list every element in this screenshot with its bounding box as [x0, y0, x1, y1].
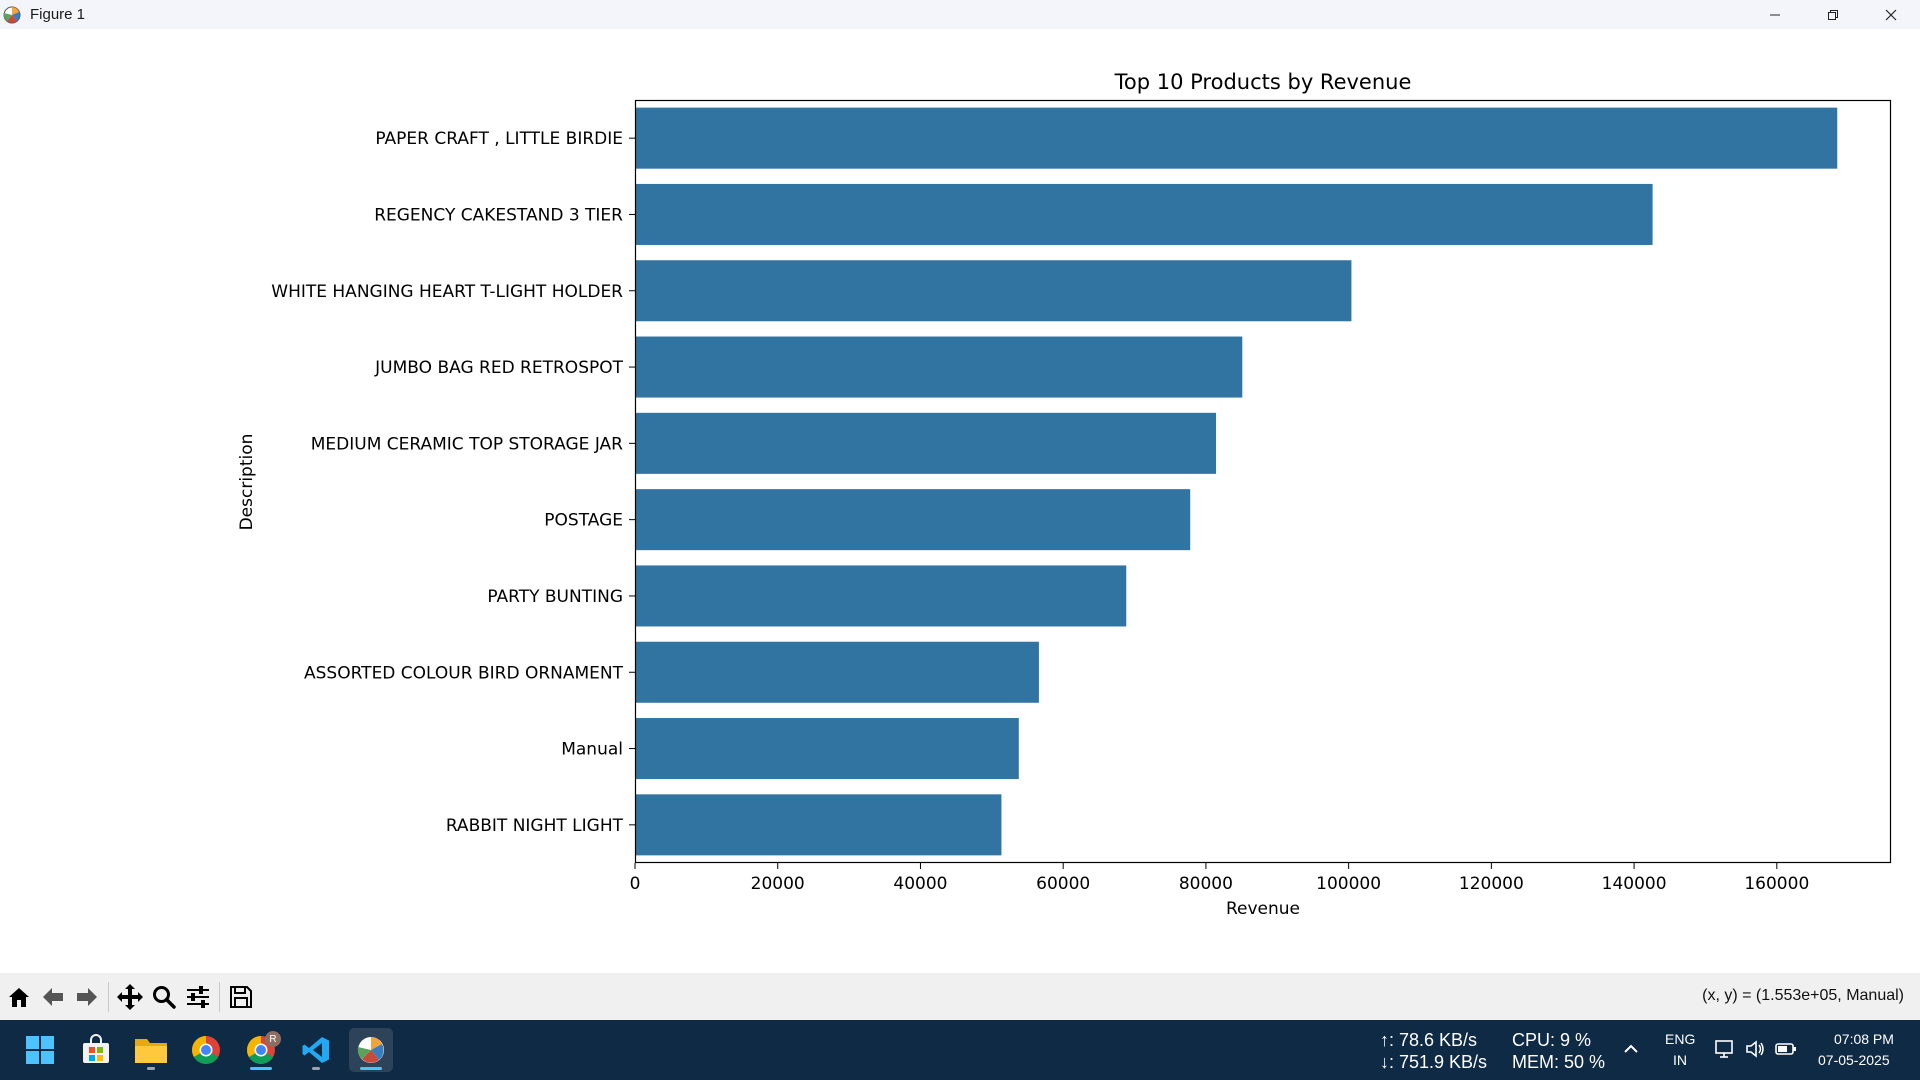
- y-tick-label: WHITE HANGING HEART T-LIGHT HOLDER: [271, 282, 623, 302]
- bar-jumbo-bag-red-retrospot: [635, 336, 1243, 398]
- axes-frame: [634, 99, 1892, 864]
- x-tick-label: 60000: [1036, 874, 1090, 894]
- arrow-left-icon: [43, 987, 63, 1006]
- x-tick-label: 80000: [1179, 874, 1233, 894]
- y-tick-label: PAPER CRAFT , LITTLE BIRDIE: [375, 129, 623, 149]
- back-button[interactable]: [36, 980, 70, 1014]
- sliders-icon: [187, 985, 209, 1008]
- y-tick-label: Manual: [561, 740, 623, 760]
- input-region: IN: [1673, 1052, 1687, 1068]
- battery-status[interactable]: [1774, 1038, 1798, 1064]
- running-indicator: [250, 1067, 272, 1070]
- taskbar-store[interactable]: [74, 1028, 118, 1072]
- x-axis-label: Revenue: [1226, 899, 1300, 919]
- speaker-icon: [1746, 1040, 1764, 1058]
- home-icon: [9, 987, 29, 1007]
- y-tick-label: POSTAGE: [544, 511, 623, 531]
- restore-icon: [1828, 9, 1838, 20]
- close-button[interactable]: [1862, 0, 1920, 29]
- x-tick-label: 40000: [893, 874, 947, 894]
- x-tick-label: 160000: [1744, 874, 1809, 894]
- network-upload-speed: ↑: 78.6 KB/s: [1380, 1030, 1478, 1050]
- x-tick-label: 0: [630, 874, 641, 894]
- store-icon: [83, 1034, 109, 1063]
- save-button[interactable]: [224, 980, 258, 1014]
- taskbar-vscode[interactable]: [294, 1028, 338, 1072]
- running-indicator: [147, 1067, 155, 1070]
- clock-time[interactable]: 07:08 PM: [1834, 1031, 1894, 1047]
- network-monitor-icon: [1715, 1040, 1733, 1058]
- bar-medium-ceramic-top-storage-jar: [635, 412, 1217, 474]
- bar-rabbit-night-light: [635, 794, 1002, 856]
- start-button[interactable]: [18, 1028, 62, 1072]
- bar-assorted-colour-bird-ornament: [635, 641, 1039, 703]
- windows-logo-icon: [26, 1036, 54, 1064]
- x-tick-label: 100000: [1316, 874, 1381, 894]
- folder-icon: [135, 1039, 167, 1063]
- window-title: Figure 1: [30, 6, 86, 23]
- running-indicator: [312, 1067, 320, 1070]
- floppy-disk-icon: [230, 985, 252, 1008]
- matplotlib-toolbar: (x, y) = (1.553e+05, Manual): [0, 973, 1920, 1020]
- chrome-icon: [192, 1036, 220, 1064]
- battery-icon: [1775, 1043, 1796, 1055]
- y-tick-label: ASSORTED COLOUR BIRD ORNAMENT: [304, 663, 624, 683]
- bar-party-bunting: [635, 565, 1127, 627]
- cpu-usage: CPU: 9 %: [1512, 1030, 1592, 1050]
- x-tick-label: 140000: [1602, 874, 1667, 894]
- magnifier-icon: [153, 985, 176, 1009]
- taskbar-chrome[interactable]: [184, 1028, 228, 1072]
- bar-postage: [635, 489, 1191, 551]
- restore-button[interactable]: [1804, 0, 1862, 29]
- input-language[interactable]: ENG: [1665, 1031, 1696, 1047]
- configure-subplots-button[interactable]: [181, 980, 215, 1014]
- volume-control[interactable]: [1744, 1038, 1766, 1064]
- taskbar-file-explorer[interactable]: [129, 1028, 173, 1072]
- matplotlib-app-icon: [2, 5, 22, 25]
- figure-canvas[interactable]: Top 10 Products by Revenue PAPER CRAFT ,…: [0, 29, 1920, 973]
- y-tick-label: PARTY BUNTING: [487, 587, 623, 607]
- window-titlebar: Figure 1: [0, 0, 1920, 29]
- taskbar-python-figure[interactable]: [349, 1028, 393, 1072]
- y-tick-label: RABBIT NIGHT LIGHT: [446, 816, 624, 836]
- toolbar-separator: [219, 981, 220, 1012]
- network-status[interactable]: [1714, 1038, 1736, 1064]
- network-download-speed: ↓: 751.9 KB/s: [1380, 1052, 1488, 1072]
- bar-chart: Top 10 Products by Revenue PAPER CRAFT ,…: [237, 70, 1892, 919]
- move-arrows-icon: [117, 983, 143, 1010]
- y-tick-label: MEDIUM CERAMIC TOP STORAGE JAR: [311, 434, 623, 454]
- bar-paper-craft-little-birdie: [635, 107, 1838, 169]
- arrow-right-icon: [77, 987, 97, 1006]
- matplotlib-icon: [357, 1037, 384, 1063]
- home-button[interactable]: [2, 980, 36, 1014]
- running-indicator: [360, 1067, 382, 1070]
- zoom-button[interactable]: [147, 980, 181, 1014]
- bar-white-hanging-heart-t-light-holder: [635, 260, 1352, 322]
- toolbar-separator: [108, 981, 109, 1012]
- y-tick-label: JUMBO BAG RED RETROSPOT: [374, 358, 623, 378]
- bar-regency-cakestand-3-tier: [635, 183, 1653, 245]
- taskbar-chrome-profile[interactable]: R: [239, 1028, 283, 1072]
- profile-badge-letter: R: [269, 1033, 277, 1045]
- chart-title: Top 10 Products by Revenue: [1114, 70, 1412, 94]
- profile-badge: R: [265, 1031, 281, 1047]
- forward-button[interactable]: [70, 980, 104, 1014]
- chevron-up-icon: [1624, 1044, 1638, 1053]
- x-tick-label: 20000: [751, 874, 805, 894]
- cursor-coordinates: (x, y) = (1.553e+05, Manual): [1702, 987, 1904, 1004]
- minimize-icon: [1770, 14, 1780, 15]
- vscode-icon: [302, 1037, 329, 1063]
- x-tick-label: 120000: [1459, 874, 1524, 894]
- memory-usage: MEM: 50 %: [1512, 1052, 1606, 1072]
- close-icon: [1885, 9, 1897, 20]
- bar-manual: [635, 718, 1019, 780]
- minimize-button[interactable]: [1746, 0, 1804, 29]
- windows-taskbar: R ↑: 78.6 KB/s ↓: 751.9 KB/s CPU: 9 % ME…: [0, 1020, 1920, 1080]
- show-hidden-icons-button[interactable]: [1620, 1038, 1642, 1064]
- y-tick-label: REGENCY CAKESTAND 3 TIER: [374, 205, 623, 225]
- clock-date: 07-05-2025: [1818, 1052, 1890, 1068]
- y-axis-label: Description: [237, 434, 257, 531]
- pan-button[interactable]: [113, 980, 147, 1014]
